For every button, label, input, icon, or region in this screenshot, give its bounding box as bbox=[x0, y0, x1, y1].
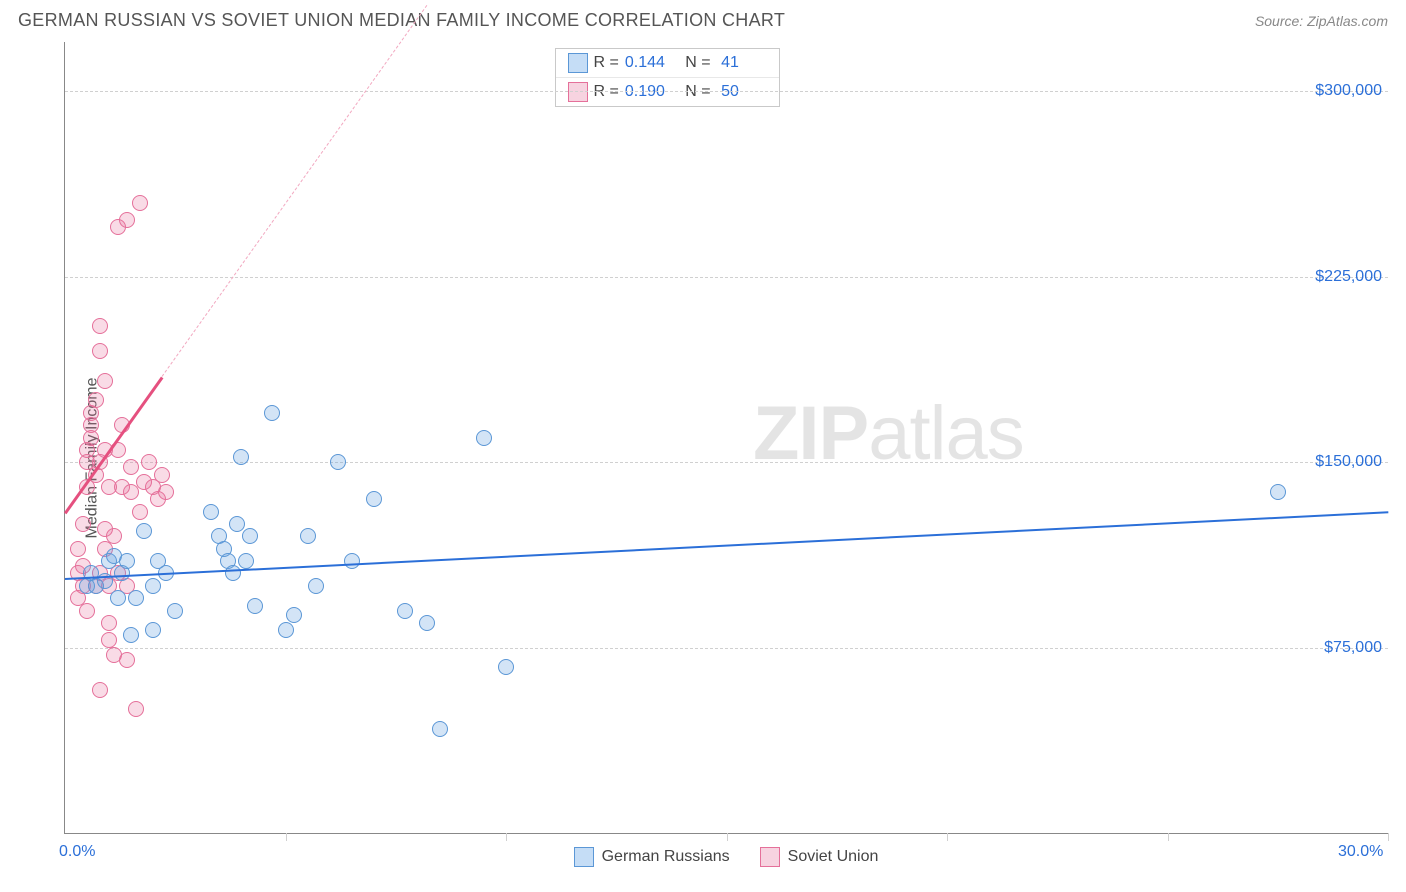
y-tick-label: $300,000 bbox=[1315, 82, 1382, 100]
data-point bbox=[88, 392, 104, 408]
gridline-h bbox=[65, 648, 1388, 649]
data-point bbox=[101, 632, 117, 648]
data-point bbox=[344, 553, 360, 569]
data-point bbox=[264, 405, 280, 421]
data-point bbox=[300, 528, 316, 544]
chart-title: GERMAN RUSSIAN VS SOVIET UNION MEDIAN FA… bbox=[18, 10, 785, 31]
data-point bbox=[97, 373, 113, 389]
data-point bbox=[366, 491, 382, 507]
data-point bbox=[229, 516, 245, 532]
source-label: Source: ZipAtlas.com bbox=[1255, 13, 1388, 29]
legend-bottom: German Russians Soviet Union bbox=[64, 840, 1388, 874]
data-point bbox=[128, 590, 144, 606]
data-point bbox=[70, 541, 86, 557]
y-tick-label: $150,000 bbox=[1315, 453, 1382, 471]
data-point bbox=[308, 578, 324, 594]
data-point bbox=[225, 565, 241, 581]
data-point bbox=[167, 603, 183, 619]
data-point bbox=[203, 504, 219, 520]
stats-row: R = 0.144 N = 41 bbox=[556, 49, 779, 77]
x-tick bbox=[1388, 833, 1389, 841]
data-point bbox=[397, 603, 413, 619]
stats-legend-box: R =0.144 N = 41R =0.190 N = 50 bbox=[555, 48, 780, 107]
data-point bbox=[154, 467, 170, 483]
chart-area: Median Family Income ZIPatlas R =0.144 N… bbox=[18, 42, 1388, 874]
legend-label: German Russians bbox=[602, 848, 730, 866]
stat-r-value: 0.144 bbox=[625, 54, 675, 72]
data-point bbox=[419, 615, 435, 631]
legend-swatch bbox=[574, 847, 594, 867]
data-point bbox=[498, 659, 514, 675]
data-point bbox=[106, 528, 122, 544]
trend-line bbox=[162, 5, 427, 376]
watermark: ZIPatlas bbox=[753, 390, 1024, 477]
data-point bbox=[136, 523, 152, 539]
data-point bbox=[75, 516, 91, 532]
scatter-plot: ZIPatlas R =0.144 N = 41R =0.190 N = 50 … bbox=[64, 42, 1388, 834]
stat-n-label: N = bbox=[681, 54, 711, 72]
data-point bbox=[145, 622, 161, 638]
chart-header: GERMAN RUSSIAN VS SOVIET UNION MEDIAN FA… bbox=[0, 0, 1406, 37]
y-tick-label: $75,000 bbox=[1324, 639, 1382, 657]
gridline-h bbox=[65, 91, 1388, 92]
data-point bbox=[158, 484, 174, 500]
data-point bbox=[476, 430, 492, 446]
data-point bbox=[242, 528, 258, 544]
data-point bbox=[119, 212, 135, 228]
data-point bbox=[92, 682, 108, 698]
data-point bbox=[278, 622, 294, 638]
data-point bbox=[132, 195, 148, 211]
legend-item: Soviet Union bbox=[760, 847, 879, 867]
data-point bbox=[101, 615, 117, 631]
data-point bbox=[79, 603, 95, 619]
data-point bbox=[119, 553, 135, 569]
data-point bbox=[132, 504, 148, 520]
data-point bbox=[432, 721, 448, 737]
data-point bbox=[119, 652, 135, 668]
stat-n-value: 41 bbox=[717, 54, 767, 72]
y-tick-label: $225,000 bbox=[1315, 268, 1382, 286]
legend-label: Soviet Union bbox=[788, 848, 879, 866]
data-point bbox=[238, 553, 254, 569]
data-point bbox=[110, 590, 126, 606]
legend-swatch bbox=[568, 53, 588, 73]
data-point bbox=[145, 578, 161, 594]
gridline-h bbox=[65, 462, 1388, 463]
data-point bbox=[233, 449, 249, 465]
legend-swatch bbox=[760, 847, 780, 867]
data-point bbox=[247, 598, 263, 614]
stat-r-label: R = bbox=[594, 54, 619, 72]
data-point bbox=[123, 459, 139, 475]
data-point bbox=[286, 607, 302, 623]
data-point bbox=[92, 318, 108, 334]
data-point bbox=[128, 701, 144, 717]
data-point bbox=[92, 343, 108, 359]
data-point bbox=[1270, 484, 1286, 500]
data-point bbox=[141, 454, 157, 470]
data-point bbox=[123, 627, 139, 643]
legend-item: German Russians bbox=[574, 847, 730, 867]
trend-line bbox=[65, 512, 1388, 581]
gridline-h bbox=[65, 277, 1388, 278]
data-point bbox=[330, 454, 346, 470]
